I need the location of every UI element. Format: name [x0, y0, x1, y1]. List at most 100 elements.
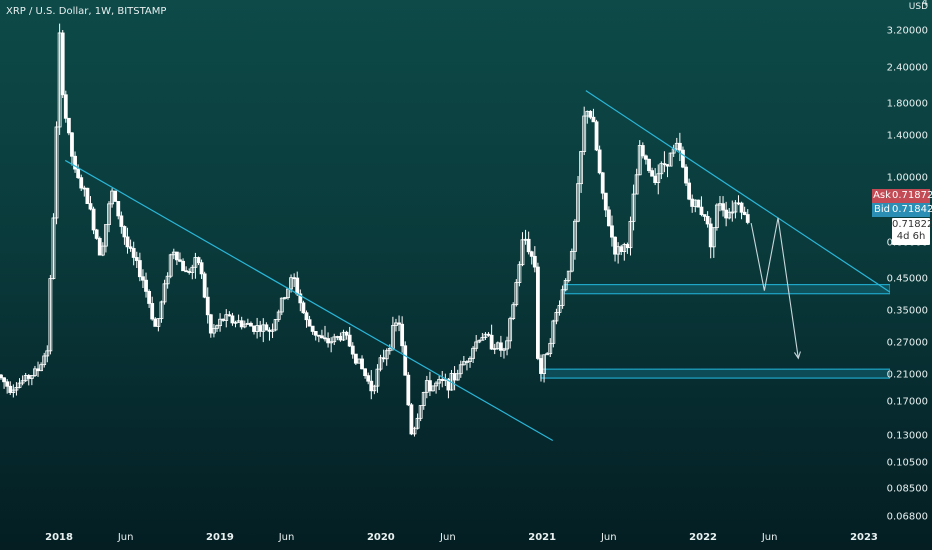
candle-down	[745, 214, 750, 223]
candle-up	[434, 382, 438, 387]
price-tick-label: 0.10500	[886, 457, 928, 469]
price-axis[interactable]: USD 4 3.20000 2.40000 1.80000 1.40000 1.00000…	[886, 0, 932, 525]
candle-down	[452, 373, 457, 381]
candle-up	[520, 239, 525, 266]
time-tick-label: Jun	[278, 532, 295, 543]
price-tick-label: 0.35000	[886, 305, 928, 317]
trendline	[64, 159, 554, 442]
candle-down	[88, 203, 93, 210]
candle-down	[60, 32, 65, 96]
projection-arrowhead	[793, 351, 801, 360]
candle-up	[418, 405, 423, 419]
candle-up	[557, 305, 562, 313]
ask-value: 0.71872	[892, 189, 932, 203]
candle-down	[591, 116, 596, 123]
candle-down	[227, 314, 232, 317]
candle-up	[48, 278, 53, 352]
candle-down	[338, 336, 343, 341]
candle-up	[190, 266, 195, 273]
candle-down	[178, 259, 182, 262]
candle-up	[628, 220, 633, 249]
candle-down	[381, 357, 386, 360]
candle-down	[681, 149, 685, 168]
candle-up	[461, 361, 466, 366]
price-tick-label: 1.00000	[886, 172, 928, 184]
time-axis[interactable]: 2018 Jun 2019 Jun 2020 Jun 2021 Jun 2022 Jun 2023	[0, 525, 890, 550]
candle-up	[477, 339, 482, 343]
candle-down	[687, 182, 692, 200]
candle-down	[0, 374, 3, 379]
candle-down	[526, 238, 531, 253]
candle-down	[97, 238, 102, 256]
candle-down	[205, 296, 210, 316]
candle-up	[165, 275, 170, 285]
candle-up	[668, 152, 673, 167]
candle-down	[644, 155, 648, 160]
candle-down	[208, 314, 213, 334]
candle-down	[650, 170, 654, 177]
candle-up	[162, 283, 167, 303]
candle-up	[11, 389, 16, 393]
candle-down	[665, 164, 670, 167]
candle-up	[412, 427, 417, 435]
candle-down	[264, 324, 269, 331]
candle-up	[224, 314, 229, 321]
candle-down	[662, 163, 667, 166]
candle-down	[625, 244, 630, 249]
candle-down	[677, 142, 682, 151]
candle-up	[492, 348, 497, 350]
price-tick-label: 0.21000	[886, 369, 928, 381]
candle-down	[202, 273, 207, 298]
candle-up	[545, 353, 550, 356]
candle-down	[119, 215, 124, 227]
candle-up	[107, 203, 111, 225]
bid-value: 0.71842	[892, 204, 932, 215]
candle-down	[125, 236, 130, 248]
bar-countdown: 4d 6h	[896, 231, 926, 242]
bid-badge: Bid 0.71842	[872, 203, 932, 217]
candle-down	[147, 290, 152, 304]
symbol-title[interactable]: XRP / U.S. Dollar, 1W, BITSTAMP	[6, 6, 167, 17]
candle-up	[458, 364, 463, 375]
candle-down	[363, 368, 368, 377]
candle-down	[647, 158, 651, 172]
candle-down	[353, 353, 358, 364]
candle-up	[29, 375, 34, 379]
candle-down	[113, 190, 118, 202]
candle-up	[637, 145, 642, 176]
candle-down	[366, 375, 371, 382]
candle-up	[270, 329, 275, 332]
candle-down	[85, 187, 90, 204]
candle-down	[397, 322, 401, 325]
candle-up	[465, 361, 469, 363]
candle-up	[505, 340, 509, 350]
candle-up	[474, 341, 479, 349]
candle-up	[548, 342, 553, 355]
price-plot[interactable]	[0, 0, 890, 525]
candle-up	[14, 386, 19, 391]
candle-down	[295, 277, 300, 295]
candle-up	[282, 297, 287, 300]
candle-down	[610, 225, 614, 238]
time-tick-label: 2023	[850, 532, 878, 543]
candle-down	[66, 117, 71, 134]
candle-down	[498, 342, 503, 351]
candle-down	[82, 187, 87, 190]
candle-up	[431, 385, 435, 392]
candle-down	[699, 206, 704, 215]
candle-down	[742, 211, 747, 215]
candle-up	[156, 318, 161, 327]
candle-down	[640, 145, 645, 157]
support-zone	[563, 283, 890, 295]
candle-down	[310, 325, 315, 332]
candle-up	[233, 321, 238, 324]
candle-down	[428, 380, 432, 392]
candle-down	[5, 381, 10, 387]
candle-down	[344, 331, 349, 336]
candle-down	[409, 404, 414, 435]
candle-down	[153, 318, 158, 327]
candle-down	[705, 216, 710, 225]
candle-up	[20, 380, 25, 384]
last-price-value: 0.71822	[892, 219, 932, 230]
